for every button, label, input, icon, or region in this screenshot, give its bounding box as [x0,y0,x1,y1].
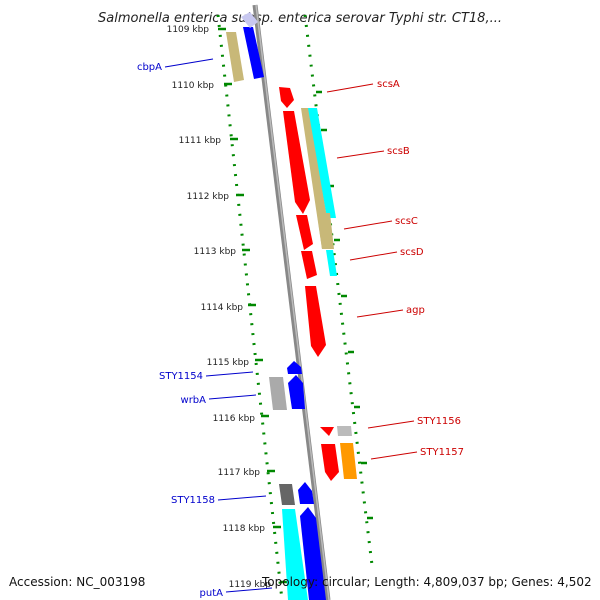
leader-line [217,495,267,501]
leader-line [356,309,404,318]
tick-label: 1113 kbp [194,247,237,257]
gene-label-wrbA[interactable]: wrbA [181,395,207,406]
gene-label-scsD[interactable]: scsD [400,247,424,258]
gene-label-STY1154[interactable]: STY1154 [159,371,203,382]
gene-label-STY1157[interactable]: STY1157 [420,447,464,458]
gene-label-agp[interactable]: agp [406,305,425,316]
left-gene-labels: cbpA STY1154 wrbA STY1158 putA [137,62,223,599]
gene-feature[interactable] [283,111,310,214]
tick-label: 1116 kbp [213,414,256,424]
gene-feature[interactable] [308,108,336,218]
tick-label: 1111 kbp [179,136,222,146]
gene-label-scsB[interactable]: scsB [387,146,410,157]
topology-text: Topology: circular; Length: 4,809,037 bp… [261,575,592,589]
map-title: Salmonella enterica subsp. enterica sero… [98,11,502,26]
tick-group: 1109 kbp 1110 kbp 1111 kbp 1112 kbp 1113… [167,25,288,590]
leader-line [205,371,254,377]
gene-feature[interactable] [287,361,302,374]
tick-label: 1114 kbp [201,303,244,313]
gene-feature[interactable] [288,375,305,409]
right-tick-group [316,90,373,520]
gene-feature[interactable] [296,215,313,250]
gene-features [226,12,357,600]
tick-label: 1118 kbp [223,524,266,534]
genome-backbone [252,4,331,600]
gene-label-STY1158[interactable]: STY1158 [171,495,215,506]
gene-label-scsC[interactable]: scsC [395,216,418,227]
gene-feature[interactable] [300,507,326,600]
leader-line [370,451,418,460]
gene-feature[interactable] [282,509,308,600]
leader-line [326,83,374,93]
gene-feature[interactable] [298,482,314,504]
tick-label: 1117 kbp [218,468,261,478]
gene-feature[interactable] [269,377,287,410]
gene-label-putA[interactable]: putA [200,588,224,599]
gene-feature[interactable] [305,286,326,357]
leader-line [349,251,398,261]
gene-feature[interactable] [317,213,334,249]
gene-feature[interactable] [321,444,339,481]
right-leaders [326,83,418,460]
leader-line [208,394,257,400]
leader-line [164,58,214,68]
tick-label: 1112 kbp [187,192,230,202]
gene-feature[interactable] [226,32,244,82]
gene-feature[interactable] [241,12,258,28]
accession-text: Accession: NC_003198 [9,575,145,589]
tick-label: 1115 kbp [207,358,250,368]
gene-feature[interactable] [279,87,294,108]
gene-feature[interactable] [320,427,334,436]
leader-line [225,587,273,593]
gene-label-scsA[interactable]: scsA [377,79,400,90]
right-gene-labels: scsA scsB scsC scsD agp STY1156 STY1157 [377,79,464,458]
tick-label: 1110 kbp [172,81,215,91]
scale-line-left [216,14,284,600]
gene-feature[interactable] [337,426,352,436]
gene-feature[interactable] [340,443,357,479]
gene-label-cbpA[interactable]: cbpA [137,62,162,73]
scale-line-right [303,14,374,566]
gene-label-STY1156[interactable]: STY1156 [417,416,461,427]
gene-feature[interactable] [301,251,317,279]
gene-feature[interactable] [326,250,337,276]
leader-line [343,220,393,230]
leader-line [336,150,385,159]
tick-label: 1109 kbp [167,25,210,35]
gene-feature[interactable] [243,27,264,79]
leader-line [367,420,415,429]
gene-feature[interactable] [279,484,295,505]
genome-backbone-highlight [255,4,330,600]
left-leaders [164,58,273,593]
tick-label: 1119 kbp [229,580,272,590]
